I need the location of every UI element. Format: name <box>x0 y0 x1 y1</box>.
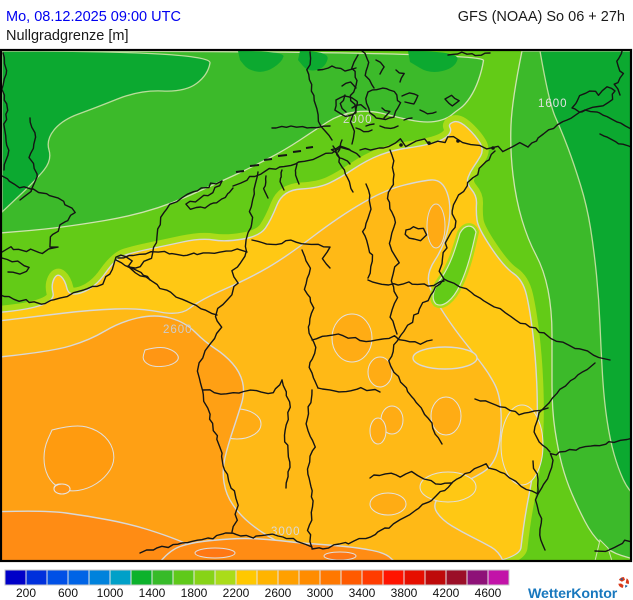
svg-text:3000: 3000 <box>271 526 301 538</box>
svg-text:2200: 2200 <box>223 586 250 600</box>
svg-text:2600: 2600 <box>163 324 193 336</box>
svg-text:4200: 4200 <box>433 586 460 600</box>
svg-text:3400: 3400 <box>349 586 376 600</box>
svg-text:1400: 1400 <box>139 586 166 600</box>
svg-text:1000: 1000 <box>97 586 124 600</box>
svg-text:2600: 2600 <box>265 586 292 600</box>
svg-text:200: 200 <box>16 586 36 600</box>
svg-text:3000: 3000 <box>307 586 334 600</box>
svg-text:4600: 4600 <box>475 586 502 600</box>
svg-text:1800: 1800 <box>181 586 208 600</box>
svg-text:1600: 1600 <box>538 98 568 110</box>
svg-text:Mo, 08.12.2025 09:00 UTC: Mo, 08.12.2025 09:00 UTC <box>6 9 181 25</box>
svg-text:WetterKontor: WetterKontor <box>528 586 618 600</box>
svg-text:2000: 2000 <box>343 114 373 126</box>
svg-text:3800: 3800 <box>391 586 418 600</box>
svg-text:Nullgradgrenze [m]: Nullgradgrenze [m] <box>6 28 129 44</box>
svg-text:GFS (NOAA) So 06 + 27h: GFS (NOAA) So 06 + 27h <box>458 9 625 25</box>
svg-text:600: 600 <box>58 586 78 600</box>
